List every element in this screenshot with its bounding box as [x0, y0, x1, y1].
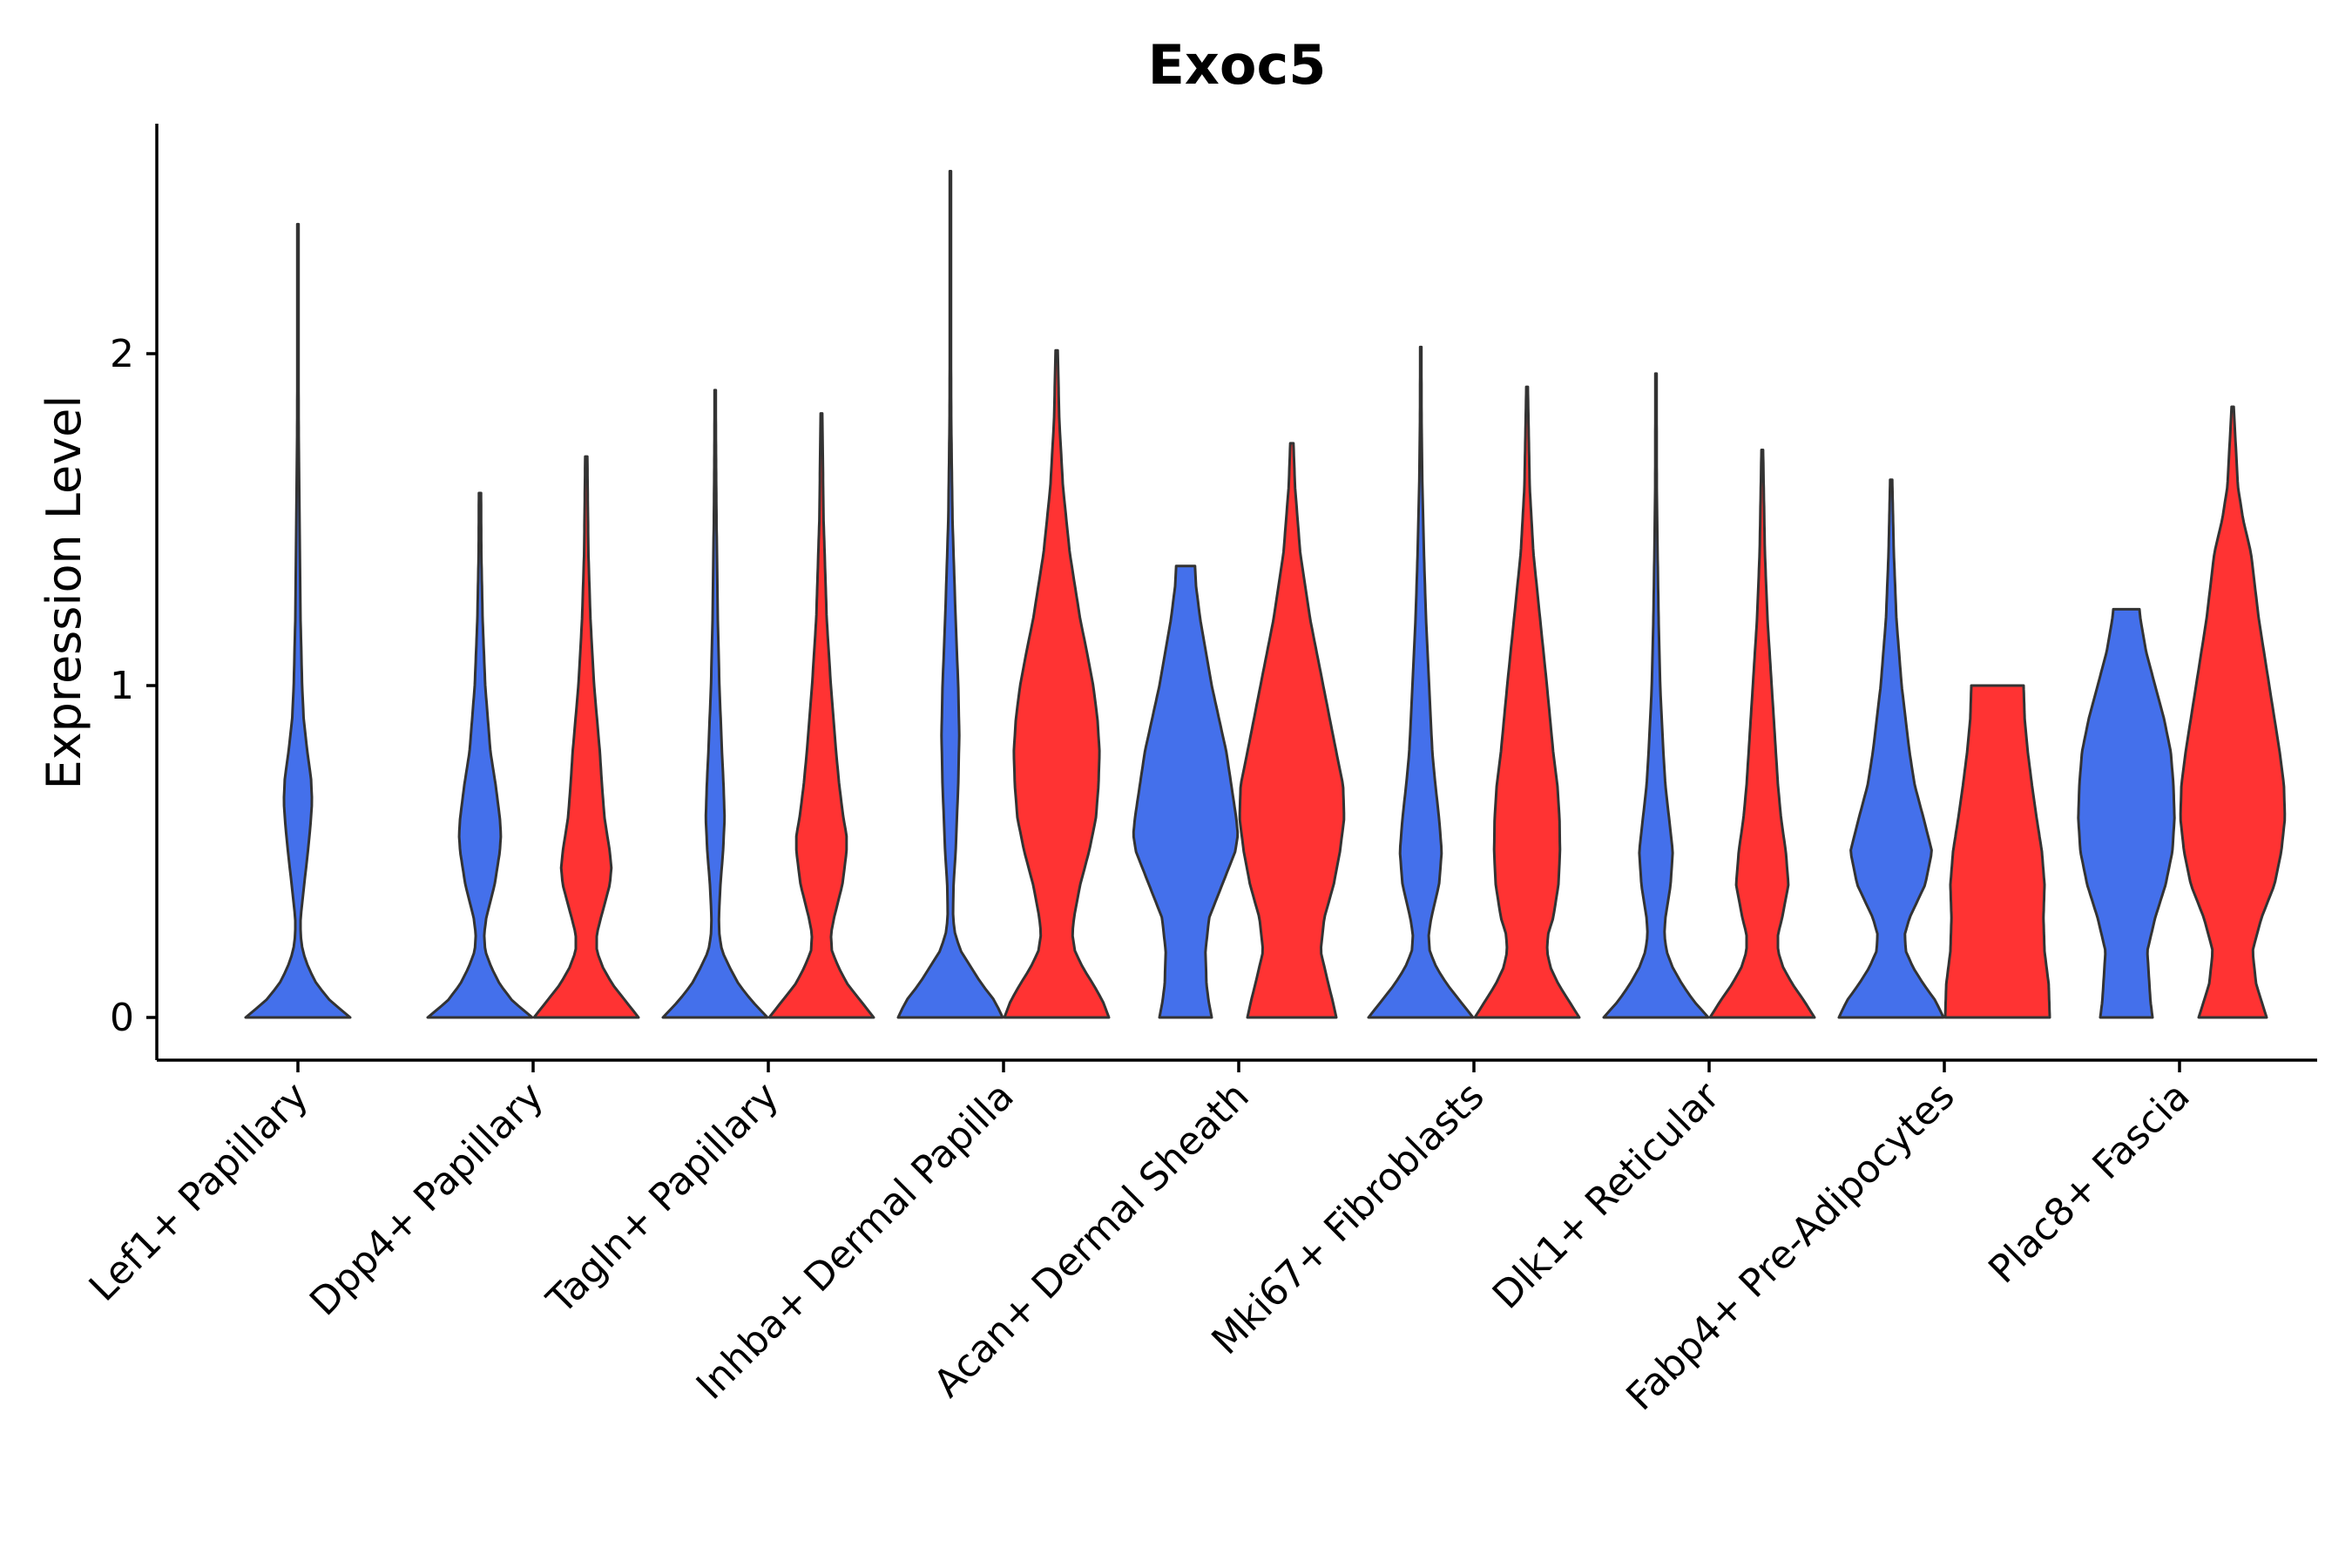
violin-group-1-lef1-papillary [244, 222, 352, 1019]
violin-group-1-acan-dermal-sheath [1132, 564, 1240, 1019]
x-tick-label-plac8-fascia: Plac8+ Fascia [1980, 1074, 2199, 1293]
violin-group-1-mki67-fibroblasts [1367, 345, 1475, 1019]
violin-group-2-dlk1-reticular [1708, 449, 1816, 1019]
violin-group-2-plac8-fascia [2179, 405, 2287, 1019]
violin-group-1-inhba-dermal-papilla [896, 170, 1004, 1019]
chart-title: Exoc5 [1148, 33, 1327, 97]
violin-group-1-plac8-fascia [2077, 607, 2176, 1019]
y-tick-label-0: 0 [110, 996, 134, 1040]
violin-group-2-inhba-dermal-papilla [1003, 348, 1111, 1019]
y-tick-label-2: 2 [110, 332, 134, 376]
violin-group-2-fabp4-pre-adipocytes [1943, 684, 2051, 1019]
x-tick-label-tagln-papillary: Tagln+ Papillary [538, 1074, 787, 1323]
violin-group-2-acan-dermal-sheath [1238, 442, 1346, 1019]
y-tick-label-1: 1 [110, 664, 134, 708]
violins-layer [244, 170, 2287, 1019]
x-tick-label-lef1-papillary: Lef1+ Papillary [81, 1074, 317, 1310]
x-tick-label-mki67-fibroblasts: Mki67+ Fibroblasts [1203, 1074, 1492, 1363]
x-tick-label-dpp4-papillary: Dpp4+ Papillary [301, 1074, 552, 1325]
violin-group-1-tagln-papillary [661, 389, 769, 1019]
violin-group-1-dlk1-reticular [1602, 372, 1710, 1019]
violin-group-1-dpp4-papillary [426, 491, 534, 1019]
violin-group-2-mki67-fibroblasts [1473, 385, 1581, 1019]
y-axis-label: Expression Level [37, 395, 91, 790]
x-tick-label-dlk1-reticular: Dlk1+ Reticular [1484, 1073, 1729, 1318]
violin-group-1-fabp4-pre-adipocytes [1837, 478, 1945, 1019]
violin-group-2-tagln-papillary [767, 412, 875, 1019]
violin-group-2-dpp4-papillary [532, 455, 640, 1019]
